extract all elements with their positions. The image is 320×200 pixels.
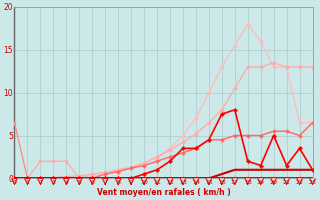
X-axis label: Vent moyen/en rafales ( km/h ): Vent moyen/en rafales ( km/h )	[97, 188, 230, 197]
